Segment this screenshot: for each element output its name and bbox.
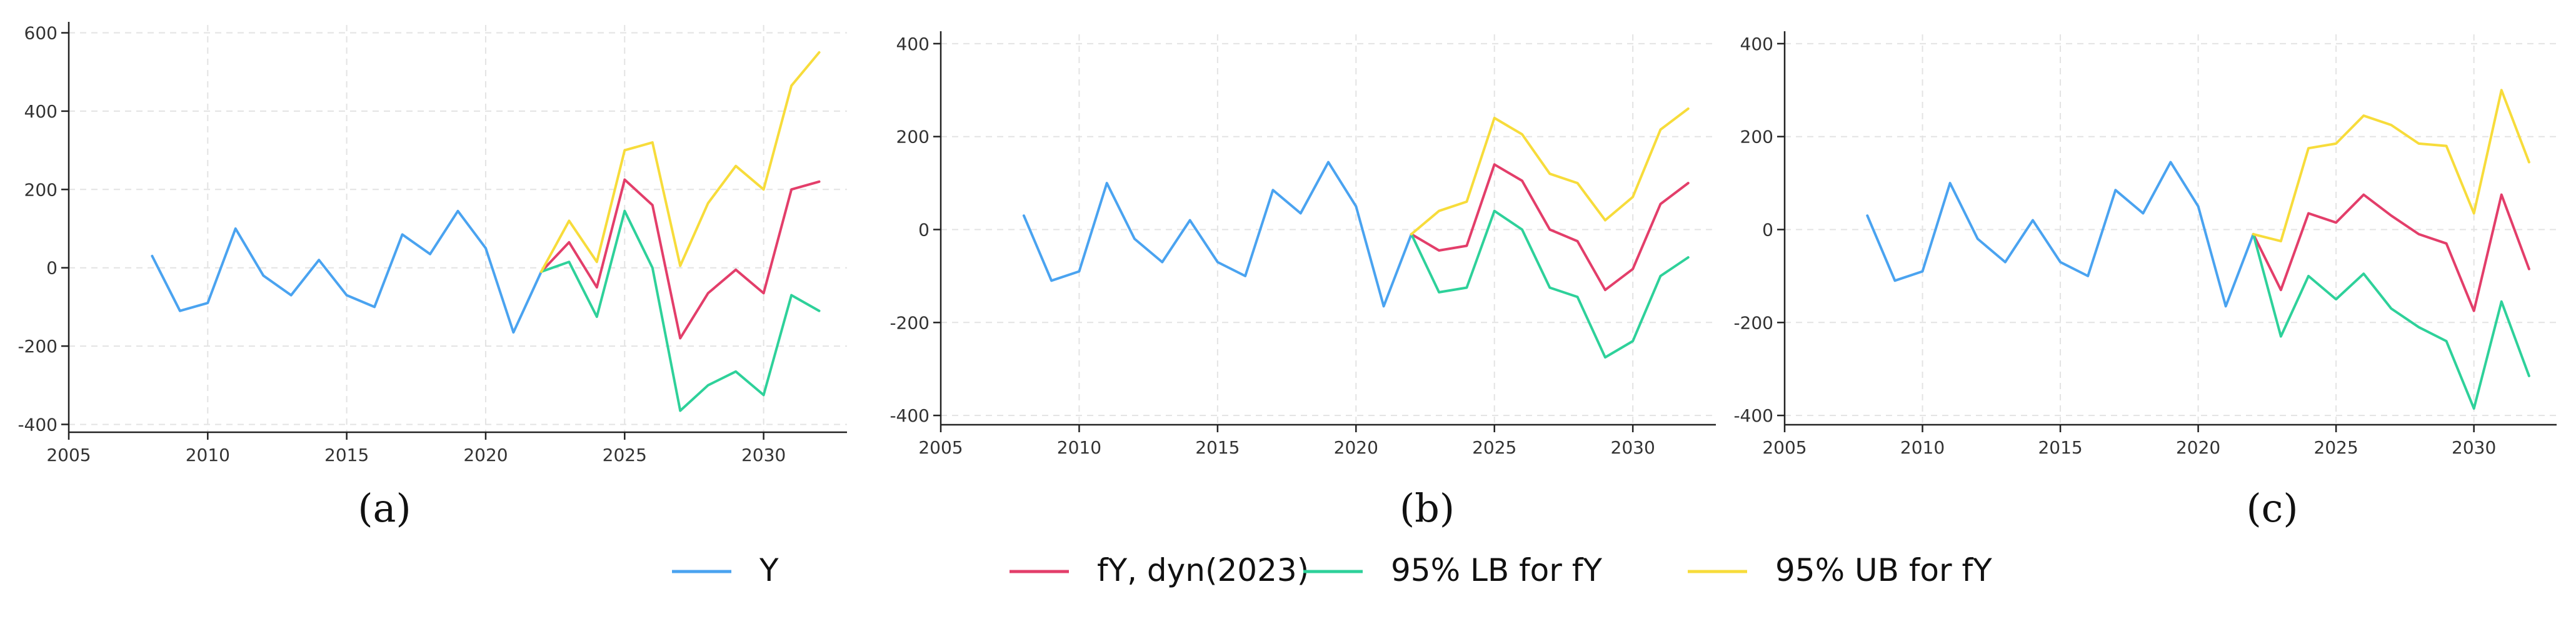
panel-caption: (c) (2246, 485, 2298, 531)
legend-label: Y (759, 552, 779, 588)
y-tick-label: 600 (24, 23, 58, 44)
x-tick-label: 2020 (463, 445, 508, 465)
x-tick-label: 2005 (46, 445, 91, 465)
series-line-95-lb-for-fy (2252, 232, 2530, 410)
y-tick-label: 200 (24, 179, 58, 200)
series-line-y (1022, 161, 1413, 308)
panel-caption: (a) (358, 485, 411, 531)
series-line-95-lb-for-fy (539, 209, 821, 412)
legend-item: fY, dyn(2023) (1010, 552, 1309, 588)
y-tick-label: 0 (918, 220, 930, 240)
y-tick-label: -400 (1733, 405, 1773, 426)
chart-panel-c: -400 -200 0 200 400 2005 2010 2015 2020 2025 2030 (… (1733, 31, 2557, 531)
x-tick-label: 2030 (741, 445, 786, 465)
y-tick-label: 200 (896, 127, 930, 147)
x-tick-label: 2020 (2176, 437, 2220, 458)
series-line-fy-dyn-2023 (539, 178, 821, 340)
x-tick-label: 2025 (2314, 437, 2358, 458)
legend-item: 95% LB for fY (1303, 552, 1602, 588)
x-tick-label: 2015 (2038, 437, 2082, 458)
series-line-fy-dyn-2023 (2252, 193, 2530, 312)
y-tick-label: 0 (1762, 220, 1773, 240)
legend-label: 95% LB for fY (1391, 552, 1602, 588)
x-tick-label: 2005 (918, 437, 963, 458)
y-tick-label: -200 (1733, 312, 1773, 333)
x-tick-label: 2025 (1472, 437, 1516, 458)
y-tick-label: -400 (890, 405, 930, 426)
x-tick-label: 2015 (1195, 437, 1240, 458)
y-tick-label: 200 (1740, 127, 1773, 147)
x-tick-label: 2030 (2452, 437, 2496, 458)
panel-caption: (b) (1400, 485, 1455, 531)
x-tick-label: 2010 (1900, 437, 1945, 458)
series-line-95-ub-for-fy (2252, 89, 2530, 243)
legend-item: 95% UB for fY (1688, 552, 1992, 588)
x-tick-label: 2025 (603, 445, 647, 465)
series-line-y (1866, 161, 2255, 308)
series-line-y (151, 209, 543, 334)
series-line-95-lb-for-fy (1410, 209, 1690, 359)
x-tick-label: 2005 (1762, 437, 1807, 458)
chart-panels: -400 -200 0 200 400 600 2005 2010 2015 2020 2025 20… (18, 22, 2557, 531)
y-tick-label: 400 (24, 101, 58, 122)
legend-label: fY, dyn(2023) (1097, 552, 1309, 588)
x-tick-label: 2020 (1334, 437, 1378, 458)
x-tick-label: 2015 (324, 445, 369, 465)
legend-label: 95% UB for fY (1775, 552, 1992, 588)
y-tick-label: -200 (890, 312, 930, 333)
series-line-fy-dyn-2023 (1410, 163, 1690, 292)
legend-item: Y (672, 552, 779, 588)
y-tick-label: 0 (46, 258, 58, 279)
y-tick-label: 400 (896, 34, 930, 54)
y-tick-label: 400 (1740, 34, 1773, 54)
x-tick-label: 2030 (1611, 437, 1655, 458)
y-tick-label: -200 (18, 336, 58, 357)
chart-panel-b: -400 -200 0 200 400 2005 2010 2015 2020 2025 2030 (… (890, 31, 1716, 531)
y-tick-label: -400 (18, 414, 58, 435)
x-tick-label: 2010 (186, 445, 230, 465)
chart-panel-a: -400 -200 0 200 400 600 2005 2010 2015 2020 2025 20… (18, 22, 847, 531)
x-tick-label: 2010 (1057, 437, 1101, 458)
series-line-95-ub-for-fy (1410, 107, 1690, 235)
series-line-95-ub-for-fy (539, 51, 821, 273)
